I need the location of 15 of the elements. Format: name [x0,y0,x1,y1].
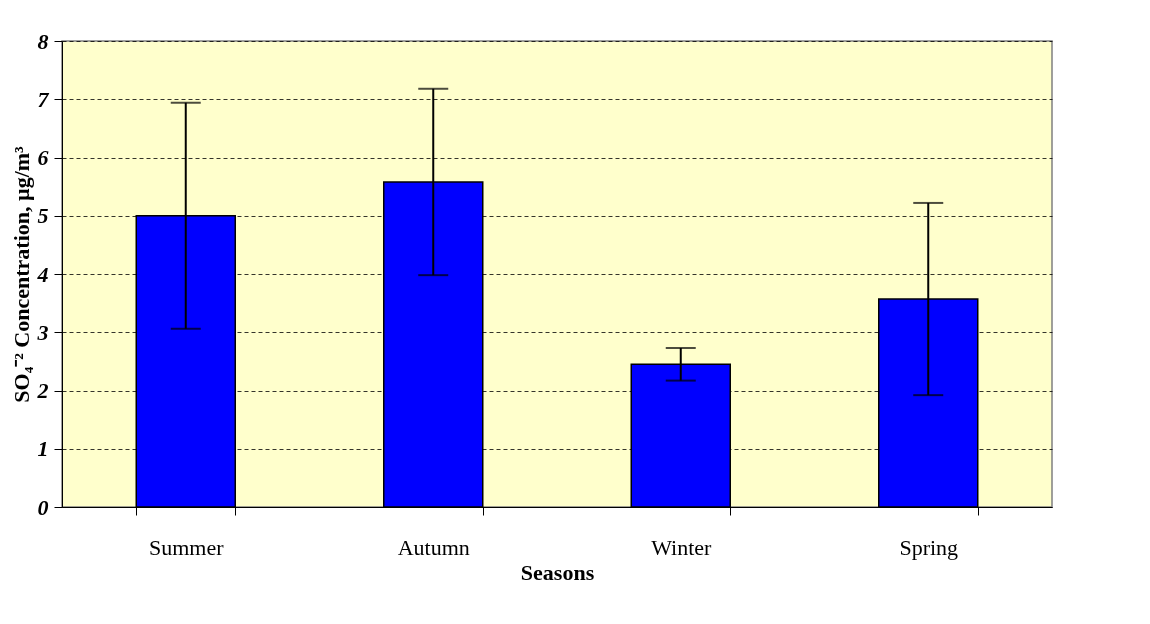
y-tick-label: 8 [37,28,49,54]
y-tick-label: 0 [37,494,49,520]
y-tick-label: 3 [36,319,49,345]
y-tick-label: 2 [36,378,49,403]
x-axis-title: Seasons [520,559,595,585]
y-axis-title: SO₄⁻² Concentration, µg/m³ [8,145,34,403]
x-tick-label: Summer [148,534,225,560]
x-tick-label: Autumn [397,534,470,560]
x-tick-label: Winter [651,534,713,560]
x-tick-label: Spring [899,534,959,560]
y-tick-label: 7 [37,86,50,112]
y-tick-label: 5 [37,203,49,229]
y-tick-label: 4 [36,261,49,287]
y-tick-label: 6 [37,145,49,170]
y-tick-label: 1 [37,436,49,462]
